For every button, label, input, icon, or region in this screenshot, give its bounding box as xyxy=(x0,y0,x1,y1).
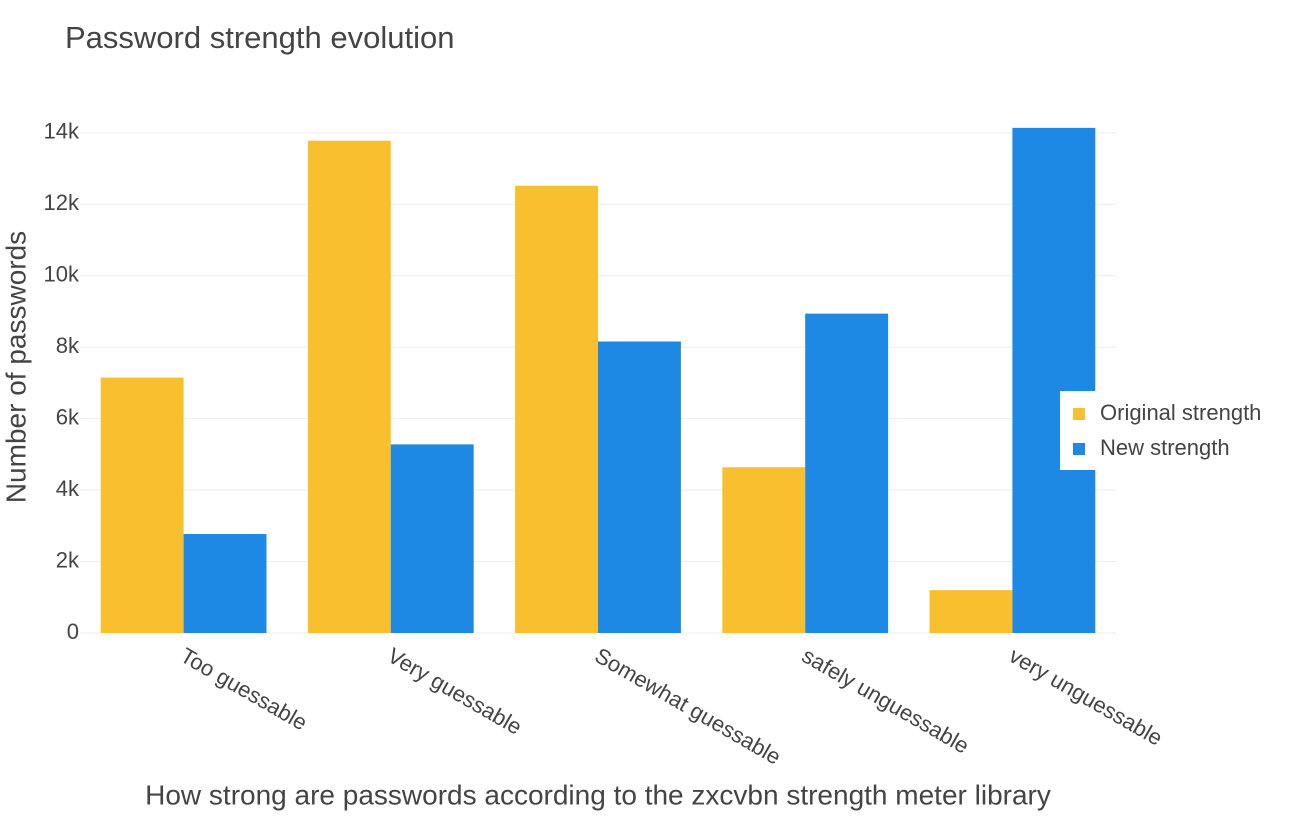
legend-label: New strength xyxy=(1100,435,1230,460)
legend-label: Original strength xyxy=(1100,400,1261,425)
bar xyxy=(100,377,184,633)
y-tick-label: 2k xyxy=(56,547,80,572)
y-tick-label: 14k xyxy=(44,119,80,144)
x-tick-label: safely unguessable xyxy=(798,643,974,759)
bar xyxy=(722,467,806,633)
bar xyxy=(390,444,474,633)
x-tick-label: Somewhat guessable xyxy=(591,643,786,770)
x-tick-label: Too guessable xyxy=(176,643,311,736)
bar xyxy=(929,590,1013,633)
y-tick-label: 0 xyxy=(67,619,79,644)
y-tick-label: 4k xyxy=(56,476,80,501)
y-tick-label: 6k xyxy=(56,404,80,429)
legend-swatch xyxy=(1073,408,1085,420)
bar xyxy=(598,341,681,633)
legend-box xyxy=(1060,391,1294,470)
chart-title: Password strength evolution xyxy=(65,20,454,55)
y-tick-label: 10k xyxy=(44,262,80,287)
bar xyxy=(183,534,267,633)
y-tick-label: 8k xyxy=(56,333,80,358)
bar xyxy=(1012,127,1096,633)
x-tick-label: Very guessable xyxy=(383,643,526,740)
bar xyxy=(515,185,598,633)
x-axis-title: How strong are passwords according to th… xyxy=(145,779,1051,810)
legend-swatch xyxy=(1073,443,1085,455)
y-axis-title: Number of passwords xyxy=(0,231,31,503)
x-tick-label: very unguessable xyxy=(1005,643,1167,751)
bar xyxy=(805,313,889,633)
bar xyxy=(307,140,391,633)
y-tick-label: 12k xyxy=(44,190,80,215)
